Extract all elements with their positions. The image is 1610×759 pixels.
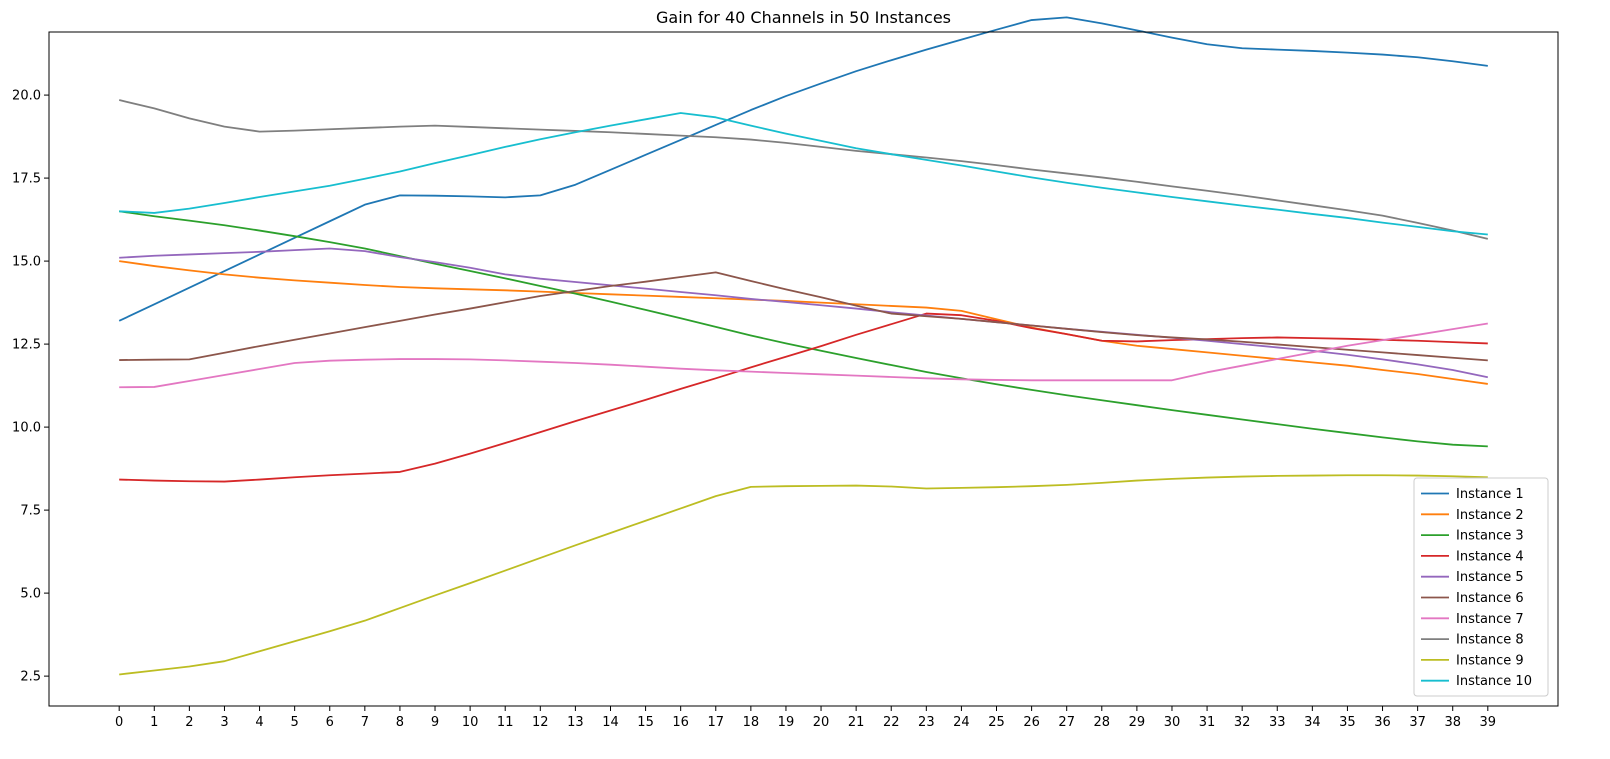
x-tick-label: 37 <box>1409 715 1426 730</box>
legend-label-instance-1: Instance 1 <box>1456 487 1524 502</box>
x-tick-label: 31 <box>1199 715 1216 730</box>
x-tick-label: 21 <box>848 715 865 730</box>
x-tick-label: 12 <box>532 715 549 730</box>
x-tick-label: 32 <box>1234 715 1251 730</box>
x-tick-label: 33 <box>1269 715 1286 730</box>
x-tick-label: 35 <box>1339 715 1356 730</box>
x-tick-label: 25 <box>988 715 1005 730</box>
y-tick-label: 10.0 <box>12 421 41 436</box>
x-tick-label: 15 <box>637 715 654 730</box>
x-tick-label: 7 <box>361 715 369 730</box>
series-line-instance-4 <box>119 312 1488 483</box>
x-tick-label: 30 <box>1164 715 1181 730</box>
legend-label-instance-5: Instance 5 <box>1456 570 1524 585</box>
legend-label-instance-10: Instance 10 <box>1456 674 1532 689</box>
x-tick-label: 13 <box>567 715 584 730</box>
x-tick-label: 2 <box>185 715 193 730</box>
x-tick-label: 24 <box>953 715 970 730</box>
series-line-instance-2 <box>119 260 1488 385</box>
x-tick-label: 29 <box>1129 715 1146 730</box>
series-line-instance-9 <box>119 474 1488 676</box>
x-tick-label: 38 <box>1444 715 1461 730</box>
series-line-instance-1 <box>118 16 1488 322</box>
x-tick-label: 18 <box>743 715 760 730</box>
y-tick-label: 5.0 <box>20 587 41 602</box>
x-tick-label: 28 <box>1094 715 1111 730</box>
x-tick-label: 22 <box>883 715 900 730</box>
series-line-instance-10 <box>119 112 1488 236</box>
legend-label-instance-6: Instance 6 <box>1456 591 1524 606</box>
legend-label-instance-9: Instance 9 <box>1456 653 1524 668</box>
x-tick-label: 17 <box>707 715 724 730</box>
series-line-instance-8 <box>118 99 1489 240</box>
x-tick-label: 8 <box>396 715 404 730</box>
y-axis-ticks: 2.5 5.0 7.5 10.0 12.5 15.0 17.5 20.0 <box>12 89 49 685</box>
x-tick-label: 14 <box>602 715 619 730</box>
x-tick-label: 26 <box>1023 715 1040 730</box>
x-tick-label: 4 <box>255 715 263 730</box>
chart-legend: Instance 1 Instance 2 Instance 3 Instance 4… <box>1413 477 1549 697</box>
y-tick-label: 12.5 <box>12 338 41 353</box>
x-tick-label: 9 <box>431 715 439 730</box>
x-tick-label: 11 <box>497 715 514 730</box>
x-tick-label: 19 <box>778 715 795 730</box>
series-line-instance-5 <box>119 247 1488 379</box>
y-tick-label: 17.5 <box>12 172 41 187</box>
x-tick-label: 5 <box>291 715 299 730</box>
x-tick-label: 10 <box>462 715 479 730</box>
series-line-instance-3 <box>119 210 1488 448</box>
y-tick-label: 20.0 <box>12 89 41 104</box>
x-tick-label: 34 <box>1304 715 1321 730</box>
x-tick-label: 16 <box>672 715 689 730</box>
y-tick-label: 2.5 <box>20 670 41 685</box>
x-tick-label: 3 <box>220 715 228 730</box>
y-tick-label: 7.5 <box>20 504 41 519</box>
x-tick-label: 36 <box>1374 715 1391 730</box>
x-tick-label: 1 <box>150 715 158 730</box>
legend-label-instance-4: Instance 4 <box>1456 549 1524 564</box>
series-line-instance-6 <box>119 271 1488 362</box>
x-tick-label: 23 <box>918 715 935 730</box>
legend-box <box>1413 477 1549 697</box>
legend-label-instance-3: Instance 3 <box>1456 529 1524 544</box>
legend-label-instance-8: Instance 8 <box>1456 633 1524 648</box>
x-tick-label: 39 <box>1480 715 1497 730</box>
series-line-instance-7 <box>119 322 1488 389</box>
y-tick-label: 15.0 <box>12 255 41 270</box>
legend-label-instance-7: Instance 7 <box>1456 612 1524 627</box>
x-tick-label: 20 <box>813 715 830 730</box>
plot-frame <box>48 31 1559 707</box>
x-tick-label: 6 <box>326 715 334 730</box>
x-tick-label: 27 <box>1058 715 1075 730</box>
x-tick-label: 0 <box>115 715 123 730</box>
chart-title: Gain for 40 Channels in 50 Instances <box>656 8 951 27</box>
x-axis-ticks: 0 1 2 3 4 5 6 7 8 9 10 11 12 13 14 15 16 17 18 19 20 21 22 23 24… <box>115 706 1496 730</box>
legend-label-instance-2: Instance 2 <box>1456 508 1524 523</box>
series-layer <box>118 16 1489 676</box>
